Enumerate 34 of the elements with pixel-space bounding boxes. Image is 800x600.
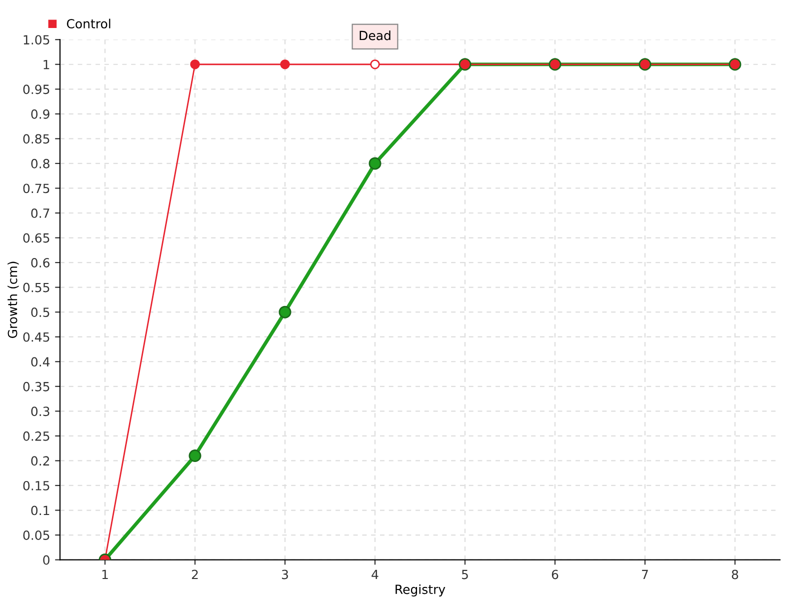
- x-tick-label: 8: [732, 570, 738, 580]
- y-tick-label: 0.45: [23, 332, 50, 342]
- y-tick-label: 0.15: [23, 480, 50, 490]
- y-tick-label: 0.25: [23, 431, 50, 441]
- x-tick-label: 1: [102, 570, 108, 580]
- x-tick-label: 4: [372, 570, 378, 580]
- y-tick-label: 0.9: [31, 109, 50, 119]
- y-axis-title: Growth (cm): [8, 262, 19, 338]
- y-tick-label: 0.7: [31, 208, 50, 218]
- y-tick-label: 0.1: [31, 506, 50, 516]
- y-tick-label: 0: [43, 555, 50, 565]
- x-tick-label: 2: [192, 570, 198, 580]
- y-tick-label: 0.8: [31, 158, 50, 168]
- y-tick-label: 0.05: [23, 530, 50, 540]
- x-tick-label: 3: [282, 570, 288, 580]
- y-tick-label: 0.95: [23, 84, 50, 94]
- y-tick-label: 0.35: [23, 382, 50, 392]
- y-tick-label: 0.4: [31, 357, 50, 367]
- y-tick-label: 0.3: [31, 406, 50, 416]
- x-tick-label: 6: [552, 570, 558, 580]
- y-tick-label: 0.55: [23, 282, 50, 292]
- y-tick-label: 1.05: [24, 35, 50, 45]
- x-tick-label: 5: [462, 570, 468, 580]
- y-tick-label: 1: [44, 60, 50, 70]
- y-tick-label: 0.75: [23, 184, 50, 194]
- x-axis-title: Registry: [396, 584, 446, 596]
- annotation: Dead: [360, 30, 390, 40]
- y-tick-label: 0.85: [23, 134, 50, 144]
- legend-label: Control: [66, 18, 110, 28]
- y-tick-label: 0.2: [31, 456, 50, 466]
- y-tick-label: 0.6: [31, 258, 50, 268]
- y-tick-label: 0.5: [31, 308, 50, 318]
- x-tick-label: 7: [642, 570, 648, 580]
- y-tick-label: 0.65: [23, 233, 50, 243]
